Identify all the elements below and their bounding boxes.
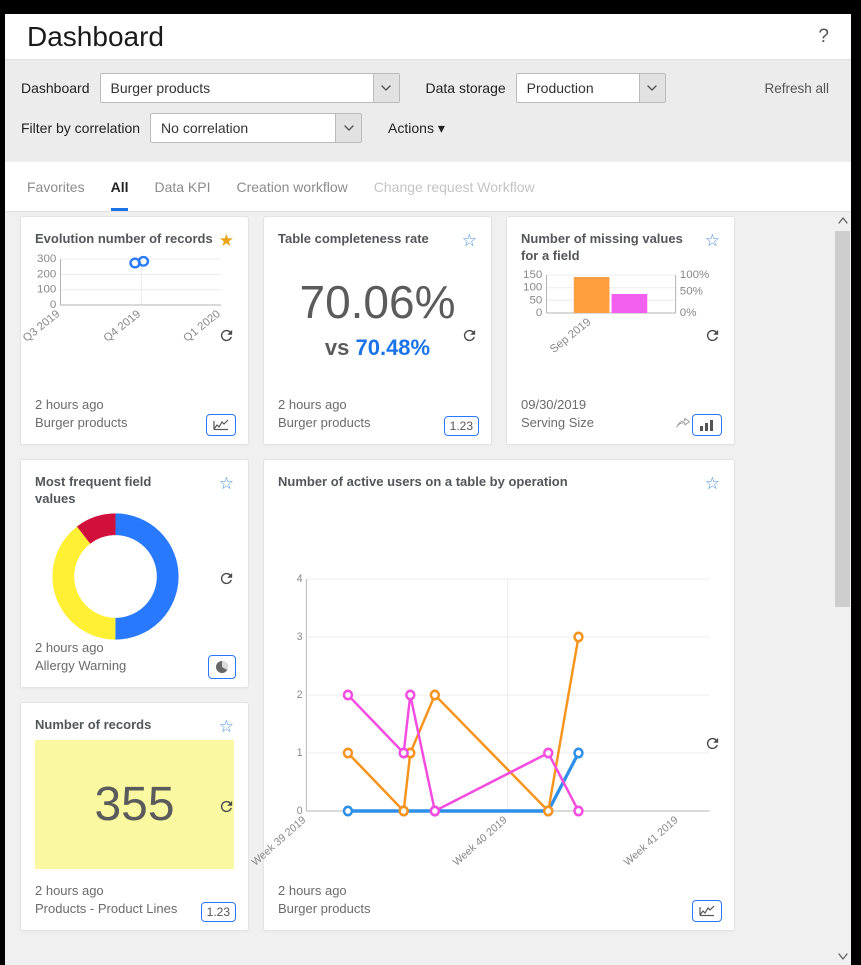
svg-text:1: 1 <box>297 747 303 759</box>
svg-text:100%: 100% <box>680 269 710 281</box>
svg-text:Q3 2019: Q3 2019 <box>21 308 63 344</box>
svg-text:Week 41 2019: Week 41 2019 <box>622 814 681 869</box>
svg-text:2: 2 <box>297 689 303 701</box>
svg-text:0: 0 <box>536 307 542 319</box>
svg-text:0%: 0% <box>680 307 697 319</box>
svg-text:150: 150 <box>523 269 542 281</box>
svg-text:4: 4 <box>297 573 303 585</box>
svg-text:Q4 2019: Q4 2019 <box>101 308 143 344</box>
svg-text:3: 3 <box>297 631 303 643</box>
svg-text:Week 40 2019: Week 40 2019 <box>451 814 510 869</box>
svg-text:100: 100 <box>523 282 542 294</box>
svg-text:Week 39 2019: Week 39 2019 <box>250 814 309 869</box>
svg-text:50: 50 <box>529 295 542 307</box>
svg-text:200: 200 <box>37 269 56 281</box>
svg-text:50%: 50% <box>680 286 703 298</box>
svg-text:Sep 2019: Sep 2019 <box>548 316 594 355</box>
svg-text:100: 100 <box>37 284 56 296</box>
svg-text:300: 300 <box>37 253 56 265</box>
svg-text:Q1 2020: Q1 2020 <box>181 308 223 344</box>
